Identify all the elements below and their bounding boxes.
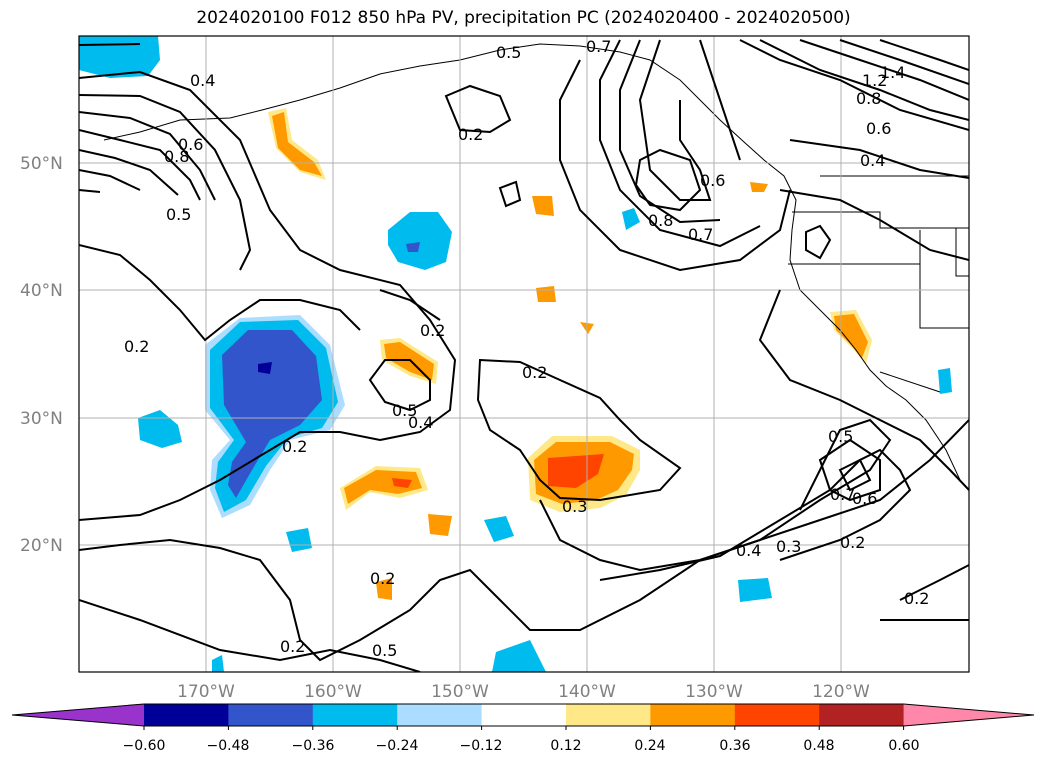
colorbar-tick-label: 0.12 — [550, 738, 581, 754]
neg-anomaly-west2 — [138, 410, 182, 448]
contour-label: 0.5 — [372, 641, 397, 660]
contour-label: 0.2 — [370, 569, 395, 588]
neg-anomaly-west-core — [222, 330, 322, 498]
contour-label: 0.4 — [860, 151, 885, 170]
contour-label: 0.5 — [496, 43, 521, 62]
colorbar-extend-low — [12, 704, 144, 726]
contour-label: 0.4 — [190, 71, 215, 90]
contour-label: 0.8 — [164, 147, 189, 166]
lon-label: 150°W — [431, 682, 489, 702]
contour-label: 0.6 — [178, 135, 203, 154]
contour-label: 0.2 — [904, 589, 929, 608]
contour-label: 0.7 — [830, 485, 855, 504]
colorbar-extend-high — [903, 704, 1034, 726]
colorbar-segment — [819, 704, 905, 726]
lon-label: 170°W — [177, 682, 235, 702]
contour-label: 0.6 — [866, 119, 891, 138]
colorbar-segment — [228, 704, 314, 726]
gridlines — [79, 36, 969, 672]
colorbar-tick-label: −0.24 — [376, 738, 419, 754]
lat-label: 40°N — [20, 281, 63, 301]
colorbar-segment — [566, 704, 651, 726]
lat-label: 30°N — [20, 409, 63, 429]
colorbar-tick-label: 0.24 — [634, 738, 665, 754]
colorbar-tick-label: 0.36 — [719, 738, 750, 754]
pos-anomaly-centre-core — [548, 454, 604, 488]
neg-anomaly-west-max — [258, 362, 272, 374]
contour-label: 0.2 — [458, 125, 483, 144]
colorbar-labels: −0.60 −0.48 −0.36 −0.24 −0.12 0.12 0.24 … — [123, 738, 920, 754]
contour-label: 1.4 — [880, 63, 905, 82]
longitude-labels: 170°W 160°W 150°W 140°W 130°W 120°W — [177, 682, 870, 702]
colorbar-segment — [397, 704, 483, 726]
colorbar-segment — [144, 704, 229, 726]
colorbar-tick-label: 0.48 — [803, 738, 834, 754]
contour-label: 0.7 — [586, 37, 611, 56]
contour-label: 0.5 — [166, 205, 191, 224]
colorbar-tick-label: −0.12 — [460, 738, 503, 754]
colorbar-tick-label: 0.60 — [888, 738, 919, 754]
lon-label: 120°W — [812, 682, 870, 702]
contour-label: 0.5 — [828, 427, 853, 446]
contour-label: 0.2 — [282, 437, 307, 456]
contour-label: 0.6 — [852, 489, 877, 508]
colorbar-segment — [312, 704, 398, 726]
contour-label: 0.6 — [700, 171, 725, 190]
contour-label: 0.2 — [280, 637, 305, 656]
lon-label: 140°W — [558, 682, 616, 702]
pv-contours — [79, 39, 969, 672]
contour-label: 0.7 — [688, 225, 713, 244]
colorbar-tick-label: −0.36 — [292, 738, 335, 754]
contour-label: 1.2 — [862, 71, 887, 90]
colorbar-segment — [481, 704, 567, 726]
contour-label: 0.5 — [392, 401, 417, 420]
precip-shading — [79, 36, 952, 672]
colorbar-segment — [734, 704, 820, 726]
lon-label: 130°W — [685, 682, 743, 702]
contour-label: 0.2 — [420, 321, 445, 340]
contour-label: 0.2 — [522, 363, 547, 382]
contour-label: 0.8 — [648, 211, 673, 230]
contour-label: 0.4 — [736, 541, 761, 560]
lat-label: 50°N — [20, 154, 63, 174]
map-frame — [78, 35, 970, 673]
colorbar-tick-label: −0.48 — [207, 738, 250, 754]
colorbar — [11, 703, 1035, 730]
neg-anomaly-nw — [79, 36, 160, 78]
colorbar-segment — [650, 704, 736, 726]
contour-label: 0.4 — [408, 413, 433, 432]
contour-label: 0.3 — [562, 497, 587, 516]
lon-label: 160°W — [304, 682, 362, 702]
contour-label: 0.8 — [856, 89, 881, 108]
lat-label: 20°N — [20, 536, 63, 556]
contour-label: 0.2 — [840, 533, 865, 552]
colorbar-tick-label: −0.60 — [123, 738, 166, 754]
contour-labels: 0.4 0.5 0.7 0.6 0.8 0.2 0.5 0.2 0.2 0.5 … — [124, 37, 929, 660]
contour-label: 0.3 — [776, 537, 801, 556]
coastlines — [103, 43, 969, 491]
contour-label: 0.2 — [124, 337, 149, 356]
map-area: 0.4 0.5 0.7 0.6 0.8 0.2 0.5 0.2 0.2 0.5 … — [79, 36, 969, 672]
chart-title: 2024020100 F012 850 hPa PV, precipitatio… — [196, 8, 851, 28]
latitude-labels: 50°N 40°N 30°N 20°N — [20, 154, 63, 556]
neg-anomaly-mid — [388, 212, 452, 270]
